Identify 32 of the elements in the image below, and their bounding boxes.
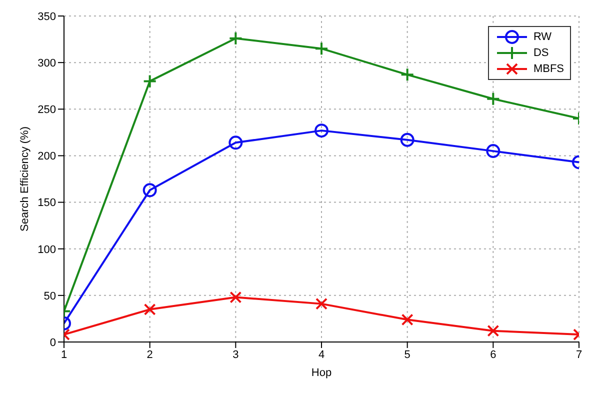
x-tick-label: 1 <box>60 348 68 361</box>
point <box>400 132 414 147</box>
point <box>142 183 157 198</box>
y-tick-label: 200 <box>38 150 56 163</box>
x-tick-label: 3 <box>232 348 239 361</box>
point <box>400 68 414 82</box>
x-tick-label: 6 <box>490 348 496 361</box>
point <box>142 74 157 88</box>
legend-label: MBFS <box>533 63 564 75</box>
point <box>228 31 243 46</box>
point <box>144 303 156 316</box>
point <box>228 136 243 150</box>
point <box>401 314 414 326</box>
y-axis-title: Search Efficiency (%) <box>18 126 31 232</box>
x-axis-title: Hop <box>311 367 332 379</box>
y-tick-label: 50 <box>44 290 56 302</box>
y-tick-label: 0 <box>50 336 56 349</box>
y-tick-label: 100 <box>38 244 56 256</box>
y-tick-label: 300 <box>38 57 56 70</box>
point <box>316 298 328 310</box>
x-tick-label: 7 <box>576 348 582 361</box>
x-tick-label: 2 <box>146 348 153 361</box>
point <box>314 42 328 56</box>
point <box>314 124 328 138</box>
y-tick-label: 250 <box>38 104 56 116</box>
x-tick-label: 5 <box>404 348 410 361</box>
y-tick-label: 350 <box>38 10 56 23</box>
y-tick-label: 150 <box>38 197 56 210</box>
x-tick-label: 4 <box>318 348 325 361</box>
point <box>230 291 242 304</box>
legend-label: RW <box>533 31 552 43</box>
legend-label: DS <box>533 47 549 59</box>
